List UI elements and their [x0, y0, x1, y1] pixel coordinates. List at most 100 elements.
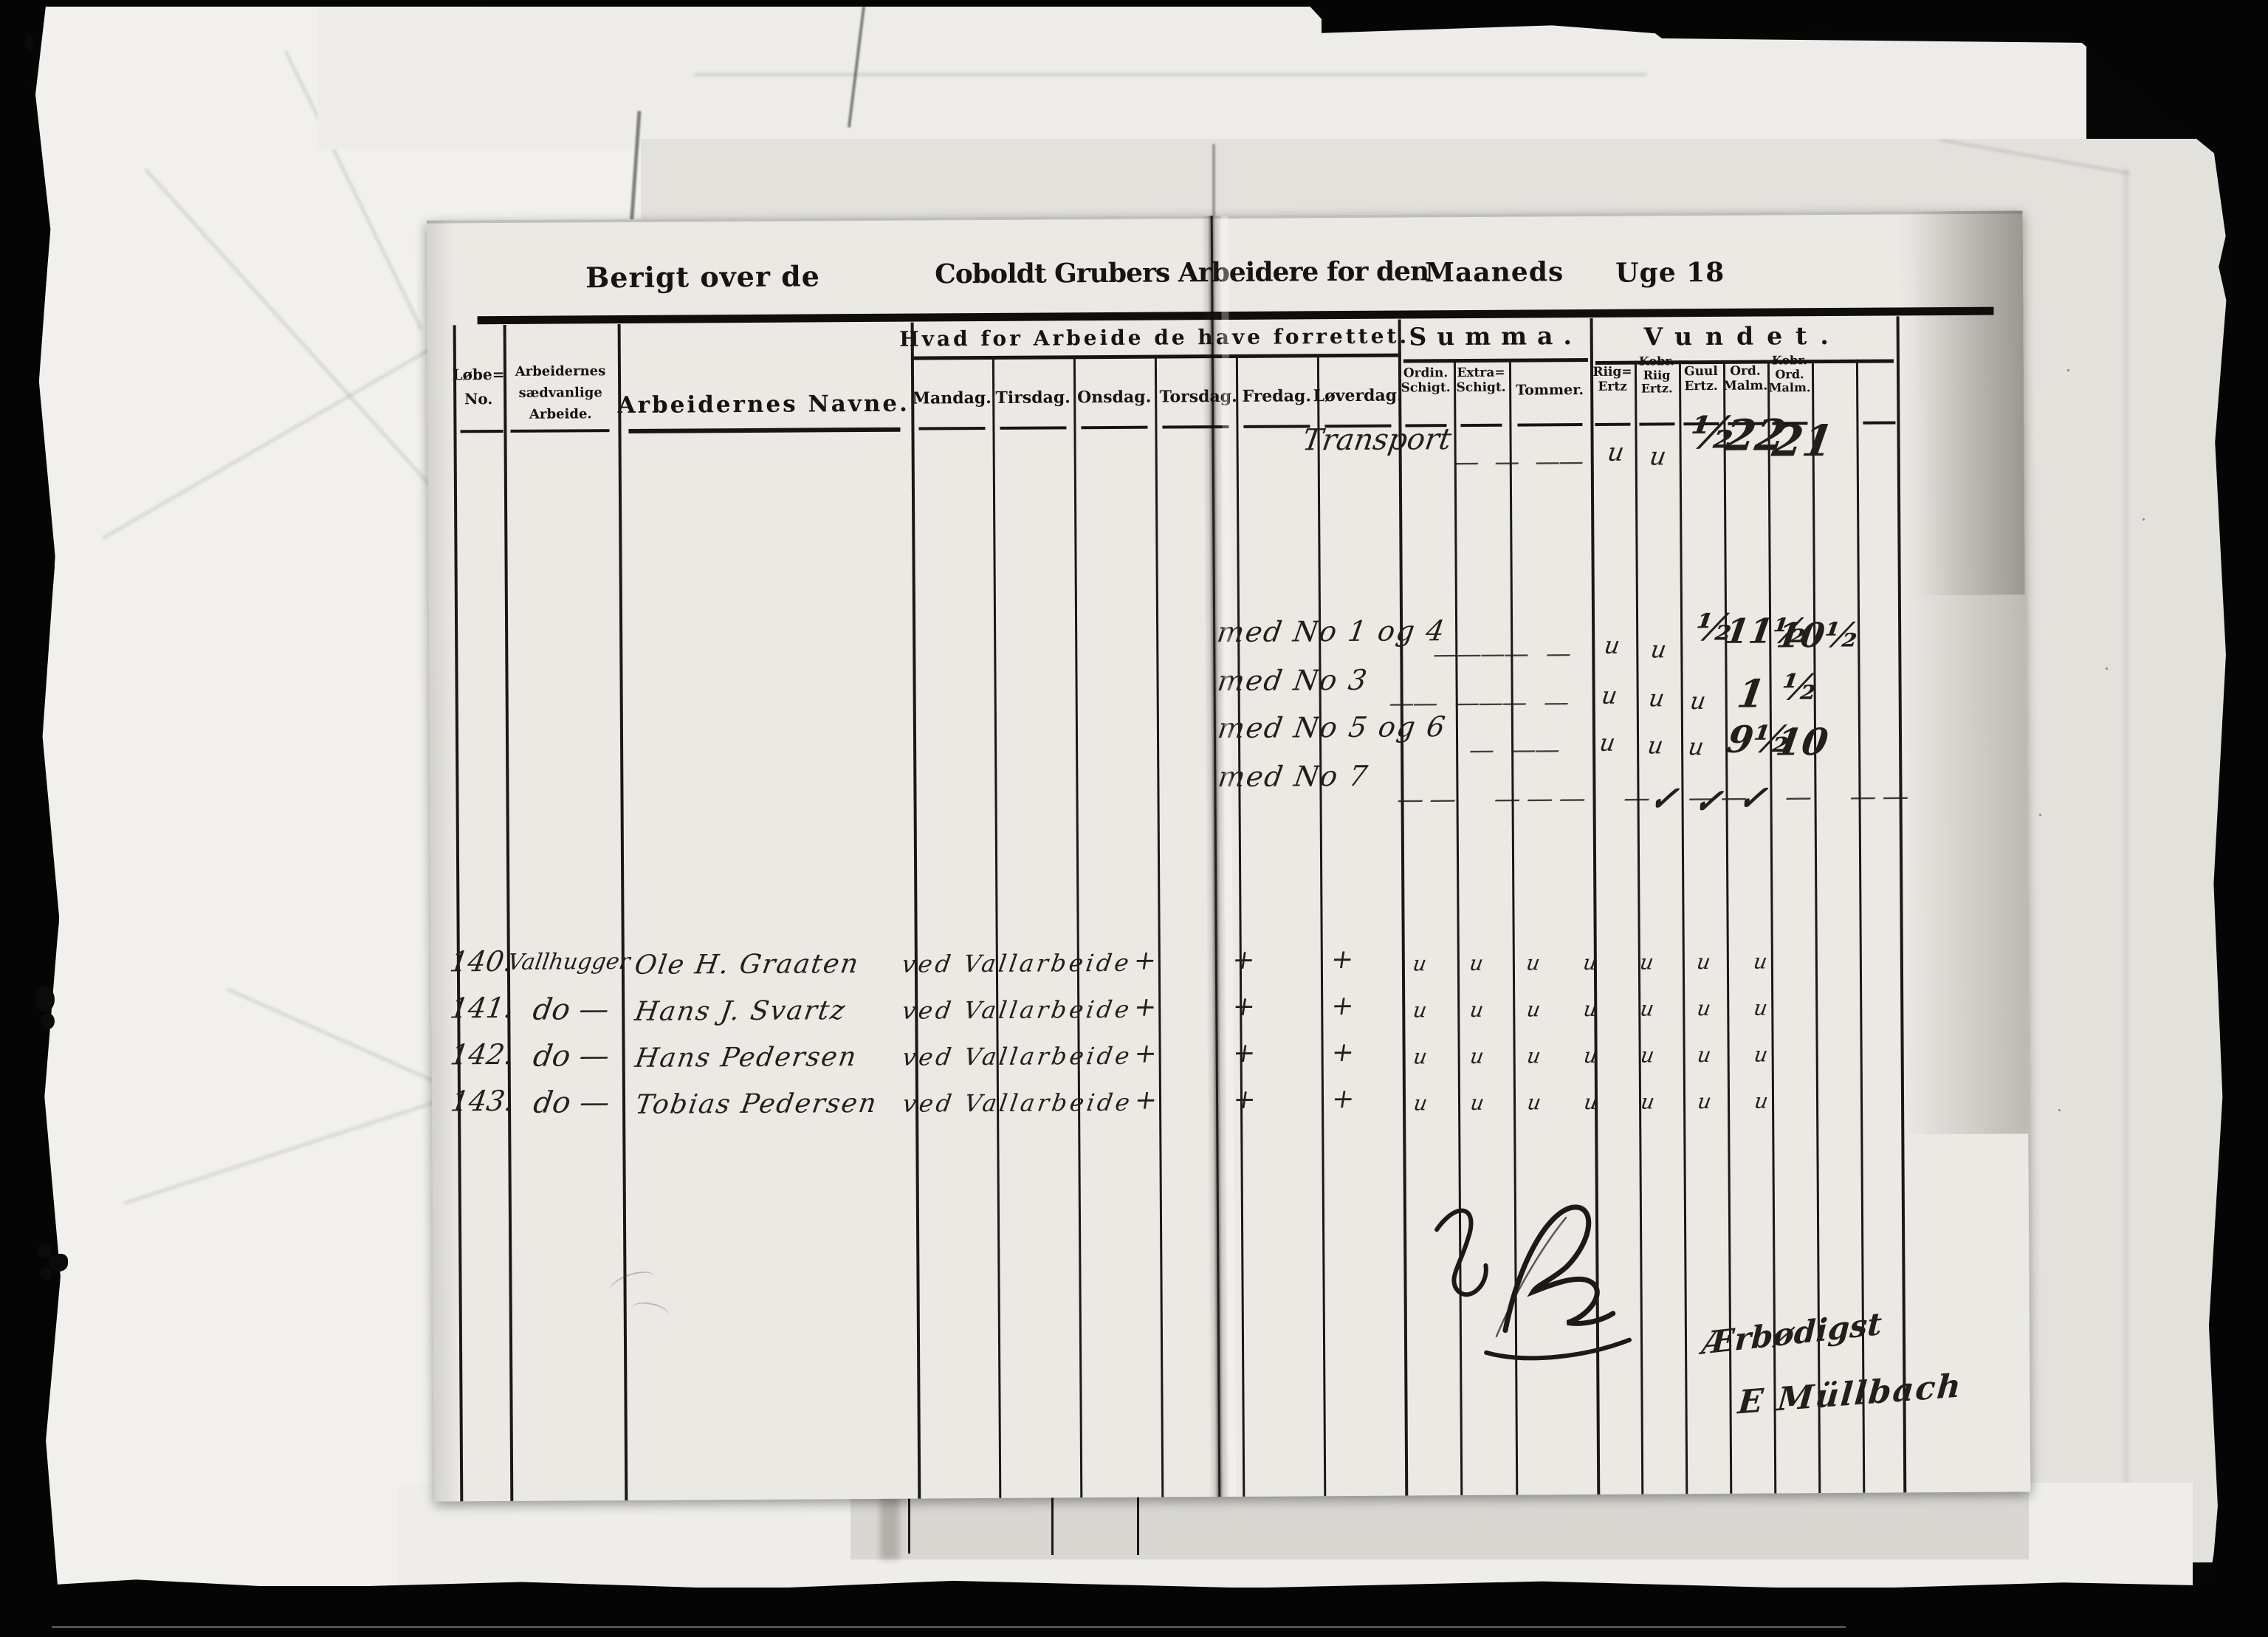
worker-row-sum-marks: u u u u u u u — [1411, 995, 1770, 1023]
ord-malm-line2: Malm. — [1722, 378, 1768, 394]
paper-speck — [2106, 668, 2108, 670]
header-underline — [1863, 421, 1896, 425]
column-divider — [1398, 319, 1409, 1496]
col-header-arbeide: Arbeidernes sædvanlige Arbeide. — [515, 363, 606, 422]
worker-row-work: ved Vallarbeide — [900, 995, 1135, 1025]
col-header-lobe-line1: Løbe= — [452, 365, 505, 384]
worker-row-sum-marks: u u u u u u u — [1411, 949, 1770, 976]
scan-border-bottom-fill — [0, 1595, 2268, 1637]
column-divider — [1235, 355, 1245, 1497]
worker-row-day-marks: + + + — [1132, 1083, 1357, 1116]
next-page-sliver — [850, 1486, 2029, 1559]
col-header-ordin-schigt: Ordin. Schigt. — [1401, 366, 1451, 396]
header-underline — [1000, 426, 1067, 430]
worker-row-sum-marks: u u u u u u u — [1412, 1042, 1770, 1069]
scan-border-top — [0, 0, 2268, 7]
worker-row-name: Hans Pedersen — [633, 1042, 860, 1074]
hw-row2-mark2: u — [1646, 684, 1667, 713]
backing-crease — [2125, 168, 2128, 1557]
hw-transport-dashes: — — —— — [1451, 447, 1585, 478]
col-header-tommer: Tommer. — [1516, 382, 1584, 399]
hw-row1-kobrord: 10½ — [1774, 614, 1863, 656]
riig-line1: Riig= — [1592, 364, 1632, 380]
kobr-riig-line2: Riig — [1643, 367, 1671, 382]
worker-row-name: Hans J. Svartz — [633, 995, 848, 1027]
kobr-riig-line1: Kobr. — [1638, 354, 1674, 368]
header-underline — [628, 427, 901, 433]
page-right-stain-top — [1911, 210, 2025, 596]
paper-speck — [2039, 814, 2041, 816]
header-underline — [918, 427, 986, 430]
worker-row-occupation: do — — [530, 992, 612, 1027]
worker-row-no: 140. — [447, 944, 515, 978]
col-header-riig-ertz: Riig= Ertz — [1592, 364, 1632, 395]
signature-name: E Müllbach — [1736, 1367, 1964, 1422]
col-header-onsdag: Onsdag. — [1077, 387, 1152, 408]
scanner-bed-line — [52, 1626, 1846, 1628]
col-header-kobr-ord-malm: Kobr. Ord. Malm. — [1768, 353, 1811, 395]
paper-speck — [2067, 369, 2069, 371]
pencil-scribble — [629, 1299, 671, 1325]
worker-row-sum-marks: u u u u u u u — [1412, 1088, 1770, 1116]
document-page: Berigt over de Coboldt Grubers Arbeidere… — [426, 210, 2031, 1502]
col-header-lobe-no: Løbe= No. — [452, 366, 504, 408]
hw-row4-label: med No 7 — [1215, 759, 1372, 794]
ink-blob — [35, 986, 55, 1012]
kobr-ord-line1: Kobr. — [1771, 353, 1807, 368]
ink-blob — [40, 1267, 52, 1280]
header-underline — [1460, 423, 1502, 428]
col-header-extra-schigt: Extra= Schigt. — [1456, 366, 1506, 396]
paper-crease — [144, 168, 463, 521]
header-underline — [1081, 425, 1148, 430]
col-header-fredag: Fredag. — [1242, 386, 1312, 406]
signature-flourish — [1434, 1204, 1632, 1361]
worker-row-occupation: Vallhugger — [506, 948, 632, 975]
col-header-mandag: Mandag. — [912, 388, 992, 408]
sheet-edge-line — [694, 74, 1646, 75]
hw-transport-mark1: u — [1605, 437, 1626, 467]
paper-speck — [2058, 1109, 2061, 1111]
col-header-loverdag: Løverdag. — [1313, 385, 1403, 406]
group-underline-summa — [1403, 358, 1588, 363]
worker-row-no: 141. — [447, 991, 516, 1025]
header-underline — [510, 429, 610, 433]
col-header-arbeide-line2: sædvanlige — [518, 385, 602, 401]
sliver-grid-line — [1137, 1490, 1139, 1555]
hw-row3-mark1: u — [1598, 728, 1618, 757]
extra-line2: Schigt. — [1456, 380, 1506, 395]
ordin-line2: Schigt. — [1401, 380, 1451, 396]
kobr-ord-line3: Malm. — [1768, 380, 1811, 395]
group-header-days: Hvad for Arbeide de have forrettet. — [899, 323, 1410, 351]
ink-blob — [41, 1013, 55, 1029]
column-divider — [1154, 356, 1164, 1497]
worker-row-name: Ole H. Graaten — [632, 949, 862, 981]
worker-row-occupation: do — — [531, 1085, 612, 1120]
hw-row2-mark3: u — [1688, 687, 1708, 715]
column-divider — [910, 322, 921, 1499]
hw-checkmark-1: ✓ — [1646, 778, 1682, 819]
paper-speck — [2142, 518, 2145, 521]
hw-row3-dashes: — —— — [1467, 735, 1561, 766]
hw-checkmark-2: ✓ — [1691, 780, 1726, 822]
column-divider — [617, 324, 628, 1501]
ink-blob — [49, 1254, 68, 1271]
worker-row-no: 142. — [448, 1037, 516, 1071]
document-title-part4: Uge 18 — [1615, 256, 1725, 289]
hw-row3-label: med No 5 og 6 — [1215, 710, 1449, 745]
col-header-tirsdag: Tirsdag. — [995, 388, 1071, 408]
hw-row2-ordmalm: 1 — [1734, 671, 1768, 717]
ordin-line1: Ordin. — [1403, 366, 1449, 381]
column-divider — [503, 324, 514, 1501]
col-header-kobr-riig-ertz: Kobr. Riig Ertz. — [1639, 354, 1674, 396]
hw-row2-label: med No 3 — [1215, 663, 1371, 698]
pencil-scribble — [606, 1266, 659, 1302]
col-header-navne: Arbeidernes Navne. — [617, 390, 910, 419]
col-header-guul-ertz: Guul Ertz. — [1684, 364, 1718, 394]
hw-row1-label: med No 1 og 4 — [1214, 614, 1449, 649]
hw-transport-kobrord: 21 — [1769, 415, 1837, 467]
sliver-grid-line — [1051, 1492, 1054, 1555]
worker-row-occupation: do — — [531, 1039, 612, 1074]
column-divider — [992, 357, 1002, 1498]
hw-transport-mark2: u — [1647, 442, 1669, 472]
worker-row-work: ved Vallarbeide — [899, 948, 1134, 978]
